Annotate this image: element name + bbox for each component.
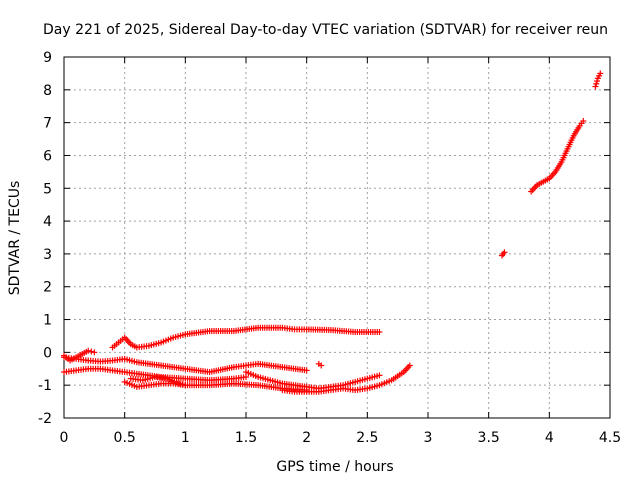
data-point-marker <box>318 362 325 369</box>
y-tick-label: 1 <box>43 313 52 329</box>
y-axis-ticks: -2 -1 0 1 2 3 4 5 6 7 8 9 <box>38 50 610 427</box>
y-tick-label: -1 <box>38 378 52 394</box>
y-tick-label: 8 <box>43 83 52 99</box>
y-tick-label: 9 <box>43 50 52 66</box>
y-tick-label: 7 <box>43 116 52 132</box>
chart-title: Day 221 of 2025, Sidereal Day-to-day VTE… <box>43 22 608 38</box>
grid-layer <box>64 57 610 418</box>
data-series-track-12 <box>592 70 604 90</box>
x-tick-label: 2.5 <box>356 430 378 446</box>
y-tick-label: 0 <box>43 345 52 361</box>
data-point-marker <box>91 349 98 356</box>
y-tick-label: 2 <box>43 280 52 296</box>
plot-frame <box>63 56 611 419</box>
x-tick-label: 0 <box>60 430 69 446</box>
data-series-track-10 <box>499 249 508 259</box>
data-point-marker <box>580 117 587 124</box>
data-point-marker <box>597 70 604 77</box>
x-tick-label: 1 <box>181 430 190 446</box>
x-tick-label: 2 <box>302 430 311 446</box>
data-point-marker <box>501 249 508 256</box>
data-point-marker <box>594 78 601 85</box>
x-tick-label: 4 <box>545 430 554 446</box>
data-series-track-11 <box>528 117 587 195</box>
data-point-marker <box>85 347 92 354</box>
y-axis-title: SDTVAR / TECUs <box>7 181 23 296</box>
data-series-track-6 <box>127 373 189 389</box>
data-point-marker <box>376 372 383 379</box>
data-point-marker <box>592 83 599 90</box>
y-tick-label: 6 <box>43 148 52 164</box>
data-series-track-2 <box>109 324 383 351</box>
data-point-marker <box>376 329 383 336</box>
data-point-marker <box>406 362 413 369</box>
data-point-marker <box>179 381 186 388</box>
data-point-marker <box>593 80 600 87</box>
x-tick-label: 0.5 <box>114 430 136 446</box>
data-point-marker <box>303 367 310 374</box>
data-series-track-9 <box>315 360 325 369</box>
y-tick-label: 4 <box>43 214 52 230</box>
x-axis-title: GPS time / hours <box>276 459 393 475</box>
x-axis-ticks: 0 0.5 1 1.5 2 2.5 3 3.5 4 4.5 <box>60 57 621 446</box>
y-tick-label: 5 <box>43 181 52 197</box>
data-points-layer <box>61 70 604 395</box>
x-tick-label: 3.5 <box>478 430 500 446</box>
x-tick-label: 3 <box>424 430 433 446</box>
data-point-marker <box>182 382 189 389</box>
y-tick-label: -2 <box>38 411 52 427</box>
data-point-marker <box>88 348 95 355</box>
y-tick-label: 3 <box>43 247 52 263</box>
data-series-track-8 <box>279 362 413 395</box>
data-point-marker <box>176 380 183 387</box>
x-tick-label: 1.5 <box>235 430 257 446</box>
data-series-track-3 <box>61 354 310 376</box>
x-tick-label: 4.5 <box>599 430 621 446</box>
